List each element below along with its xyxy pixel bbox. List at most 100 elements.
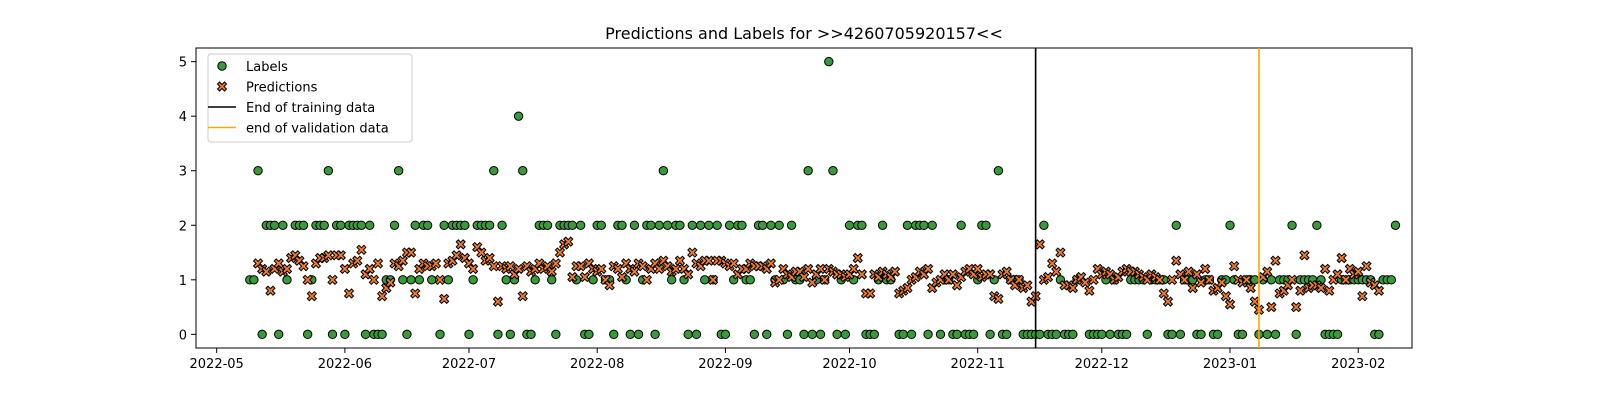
prediction-point	[455, 239, 466, 250]
label-point	[249, 275, 259, 285]
label-point	[1250, 275, 1260, 285]
label-point	[489, 166, 499, 176]
x-tick-label: 2022-07	[442, 357, 496, 372]
label-point	[567, 220, 578, 230]
label-point	[435, 329, 445, 340]
label-point	[542, 220, 553, 230]
legend-predictions-marker	[216, 81, 228, 92]
predictions-series	[252, 236, 1385, 316]
prediction-point	[546, 266, 557, 277]
prediction-point	[819, 274, 830, 286]
prediction-point	[397, 255, 409, 266]
label-point	[414, 275, 425, 285]
label-point	[398, 275, 408, 285]
prediction-point	[1179, 274, 1190, 286]
label-point	[302, 329, 313, 340]
label-point	[360, 329, 371, 340]
prediction-point	[430, 258, 442, 269]
prediction-point	[1373, 285, 1385, 296]
label-point	[1212, 329, 1223, 340]
label-point	[757, 220, 768, 230]
label-point	[389, 220, 400, 230]
label-point	[662, 220, 673, 230]
prediction-point	[947, 269, 959, 280]
x-tick-label: 2022-08	[570, 357, 624, 372]
chart-title: Predictions and Labels for >>42607059201…	[605, 24, 1003, 43]
prediction-point	[889, 266, 901, 277]
label-point	[356, 220, 367, 230]
prediction-point	[1046, 258, 1058, 269]
prediction-point	[1171, 255, 1182, 266]
prediction-point	[1088, 274, 1099, 286]
prediction-point	[563, 236, 574, 247]
prediction-point	[385, 277, 396, 288]
label-point	[584, 329, 594, 340]
x-tick-label: 2022-05	[190, 357, 244, 372]
x-tick-label: 2022-06	[318, 357, 372, 372]
label-point	[919, 220, 929, 230]
prediction-point	[807, 277, 818, 288]
label-point	[319, 220, 329, 230]
prediction-point	[352, 255, 363, 266]
label-point	[840, 329, 851, 340]
prediction-point	[1357, 290, 1368, 302]
label-point	[617, 220, 627, 230]
label-point	[877, 220, 888, 230]
prediction-point	[356, 244, 367, 256]
label-point	[824, 56, 834, 67]
prediction-point	[1154, 274, 1165, 286]
prediction-point	[1216, 277, 1227, 288]
prediction-point	[327, 274, 338, 286]
label-point	[327, 329, 338, 340]
label-point	[968, 329, 979, 340]
label-point	[704, 220, 714, 230]
prediction-point	[1315, 282, 1327, 294]
label-point	[737, 220, 747, 230]
prediction-point	[434, 274, 446, 286]
prediction-point	[1080, 277, 1091, 288]
prediction-point	[773, 274, 785, 286]
prediction-point	[765, 258, 777, 269]
label-point	[1237, 329, 1248, 340]
label-point	[1287, 220, 1297, 230]
prediction-point	[281, 263, 293, 275]
label-point	[274, 329, 284, 340]
prediction-point	[1290, 301, 1302, 313]
x-tick-label: 2022-11	[951, 357, 1005, 372]
prediction-point	[364, 263, 375, 275]
label-point	[530, 275, 540, 285]
prediction-point	[1266, 301, 1277, 313]
prediction-point	[687, 247, 698, 258]
prediction-point	[1191, 269, 1203, 280]
label-point	[1035, 329, 1045, 340]
prediction-point	[951, 280, 963, 291]
label-point	[278, 220, 288, 230]
label-point	[985, 329, 995, 340]
label-point	[803, 166, 813, 176]
label-point	[1167, 329, 1177, 340]
label-point	[497, 220, 507, 230]
label-point	[464, 329, 474, 340]
label-point	[298, 220, 309, 230]
x-tick-label: 2023-02	[1331, 357, 1385, 372]
prediction-point	[1042, 271, 1054, 283]
label-point	[609, 329, 619, 340]
prediction-point	[616, 271, 628, 283]
label-point	[712, 220, 722, 230]
label-point	[687, 220, 698, 230]
prediction-point	[1245, 282, 1256, 294]
legend: Labels Predictions End of training data end…	[207, 53, 413, 143]
label-point	[766, 220, 776, 230]
label-point	[1142, 329, 1152, 340]
x-tick-label: 2022-10	[822, 357, 876, 372]
label-point	[1291, 329, 1301, 340]
prediction-point	[1162, 296, 1174, 307]
prediction-point	[641, 274, 653, 286]
label-point	[935, 329, 946, 340]
y-tick-label: 1	[179, 274, 187, 289]
prediction-point	[674, 255, 686, 266]
label-point	[393, 166, 404, 176]
label-point	[666, 275, 677, 285]
prediction-point	[306, 290, 318, 302]
label-point	[1068, 329, 1078, 340]
